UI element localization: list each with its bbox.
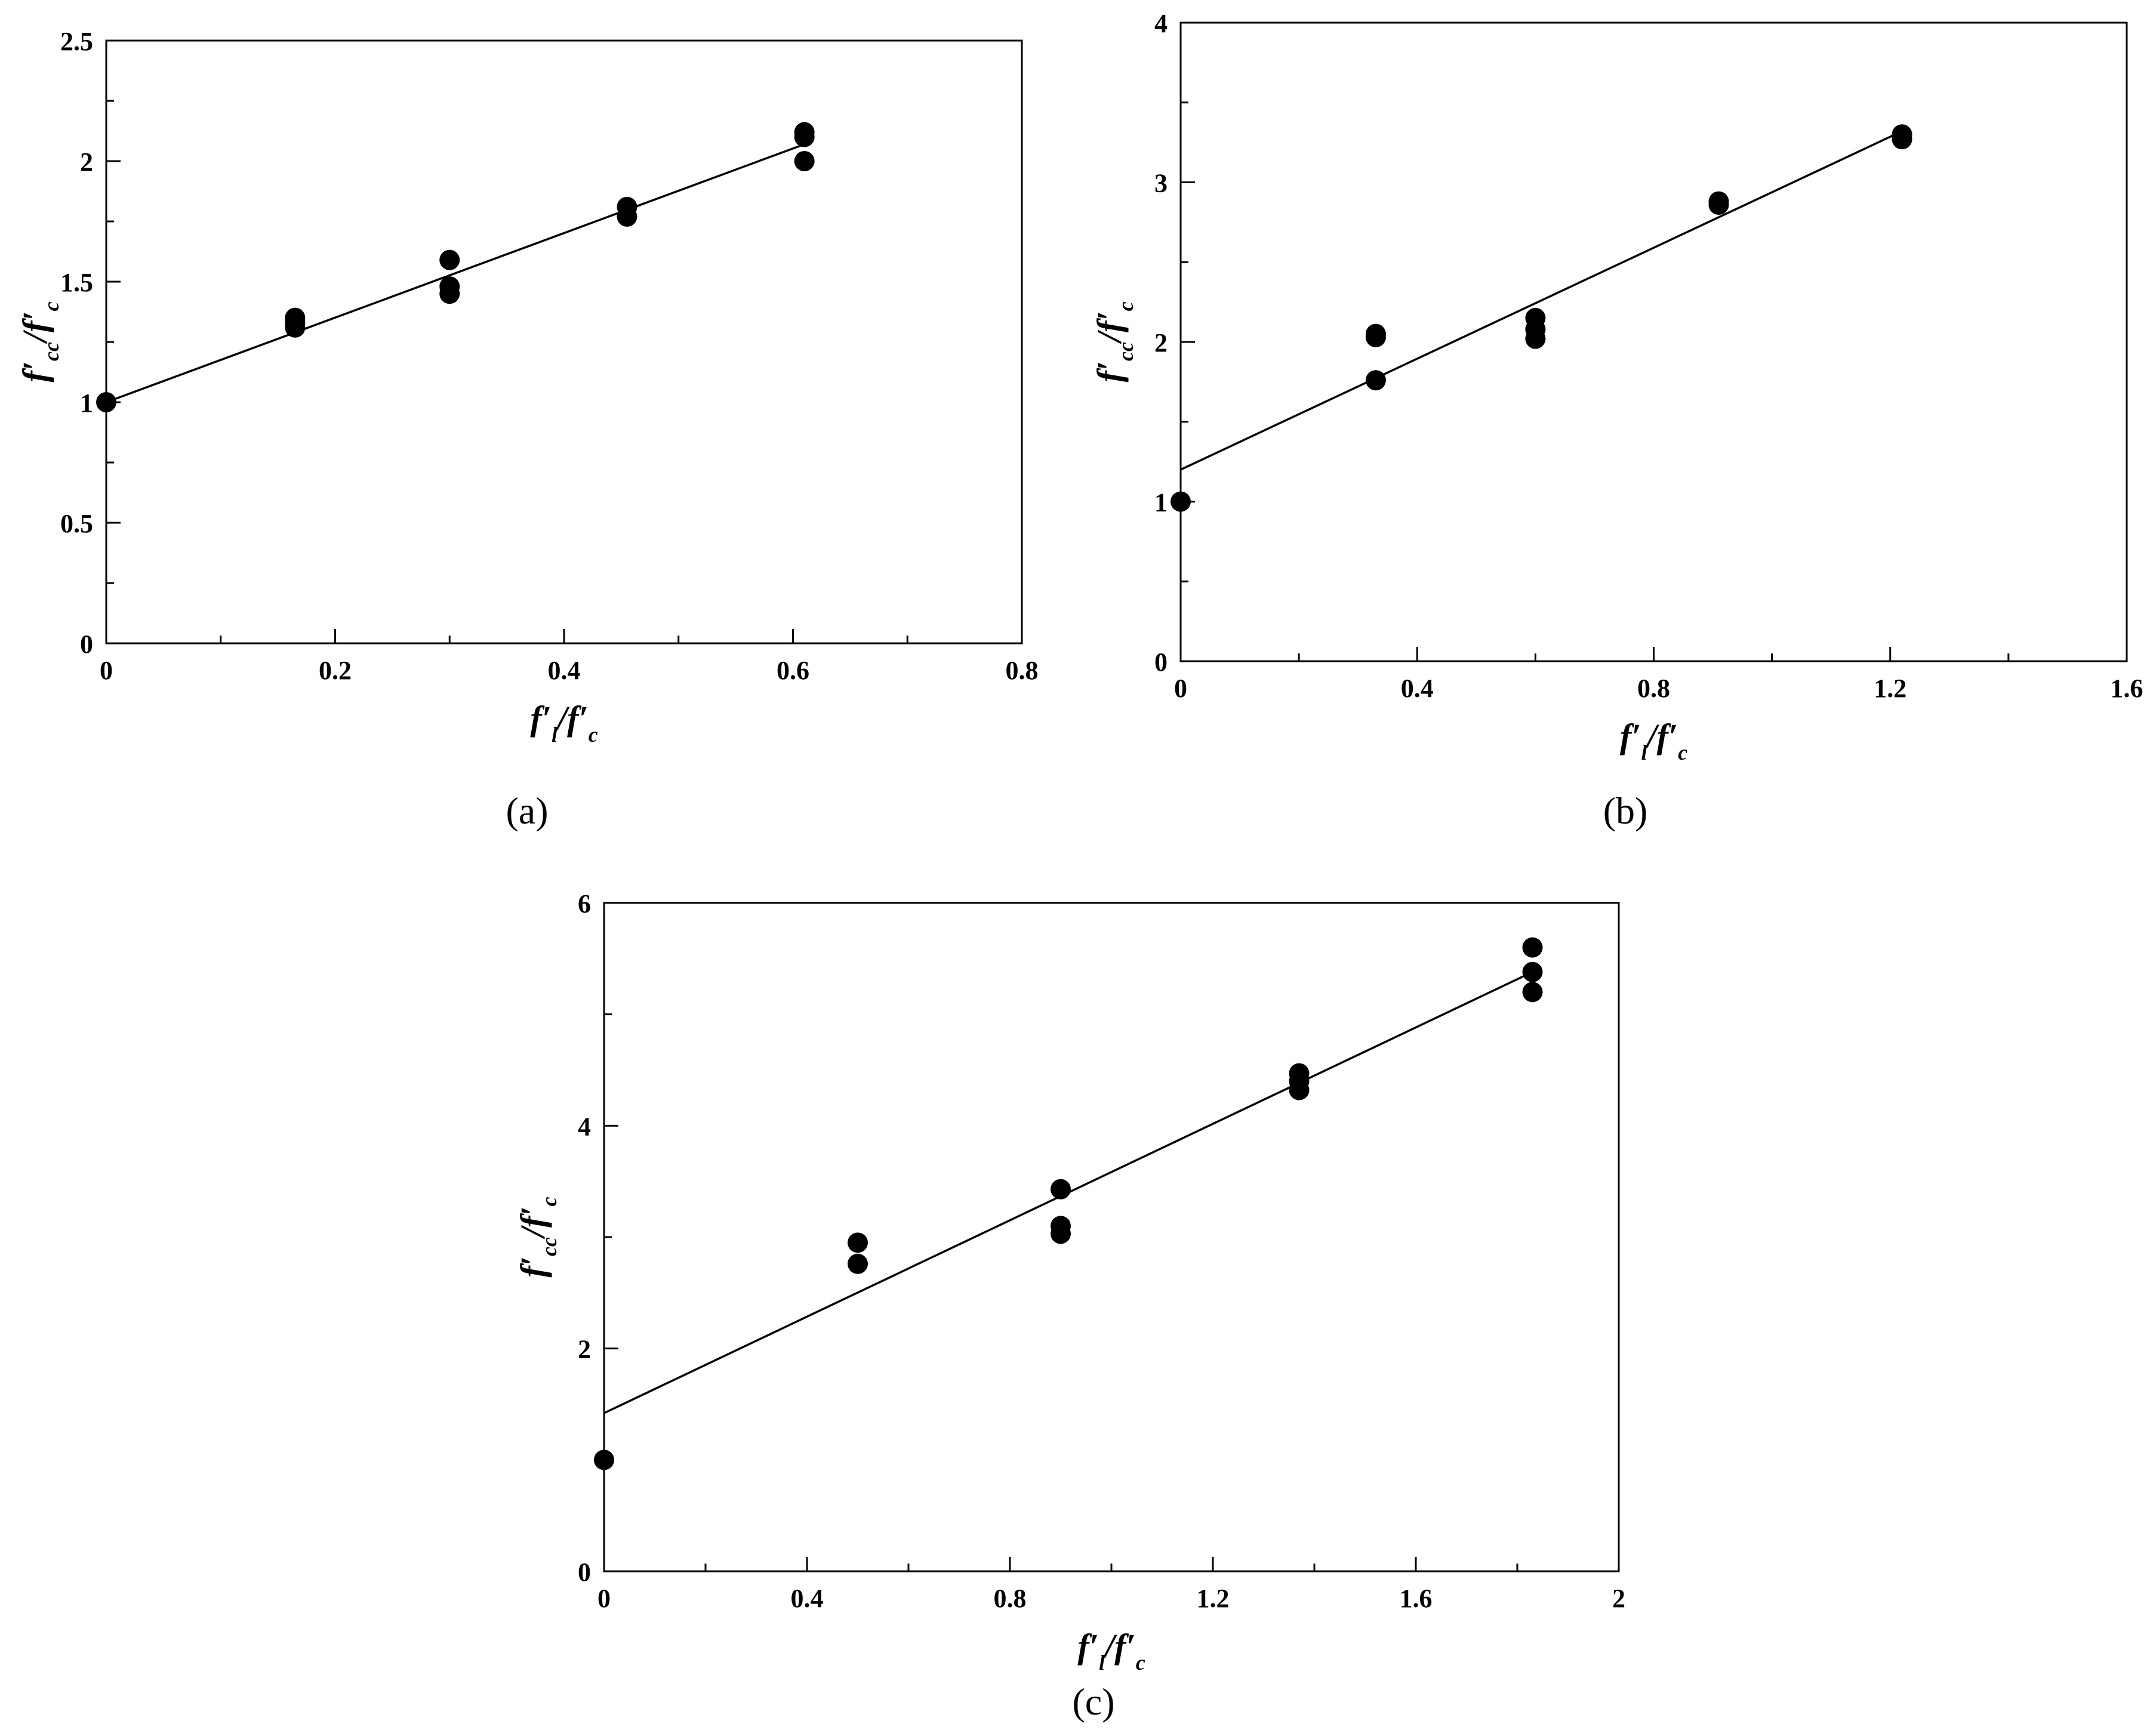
x-axis-label-sub2: c [1136,1651,1145,1675]
data-point [1051,1223,1071,1244]
panel-label: (c) [1072,1681,1114,1723]
x-axis-label: f′l/f′c [1620,717,1687,764]
data-point [439,249,460,270]
x-tick-label: 0.8 [1006,656,1039,685]
plot-frame [1179,21,2128,662]
data-point [617,206,637,227]
x-axis-label-main1: f′ [1620,717,1641,756]
data-point [848,1232,868,1253]
data-point [794,127,815,147]
x-axis-label-sub1: l [1099,1651,1105,1675]
y-axis-label-main1: f′ [1090,361,1129,383]
data-point [594,1450,614,1470]
panel-label: (b) [1603,790,1648,832]
x-tick-label: 0.8 [1637,674,1670,703]
x-tick-label: 0.4 [791,1584,824,1613]
data-point [1708,194,1729,215]
x-tick-label: 1.2 [1197,1584,1230,1613]
x-axis-label-main1: f′ [1077,1627,1099,1666]
x-tick-label: 1.6 [2111,674,2143,703]
chart-panel-a: 0 0.2 0.4 0.6 0.8 0 0.5 1 1.5 2 2.5 f′l/f′c f′cc/f′c… [16,27,1039,832]
x-axis-label-main2: f′ [1657,717,1678,756]
plot-frame [105,39,1023,645]
y-axis-label-main2: f′ [1090,311,1129,332]
data-point [848,1253,868,1274]
x-axis-label: f′l/f′c [530,699,597,747]
y-axis-label-sub2: c [39,301,63,311]
y-axis-label-sub1: cc [39,342,63,361]
data-point [1365,370,1386,391]
x-tick-label: 0.4 [1401,674,1434,703]
x-axis-label-sub1: l [552,723,557,747]
x-axis-label-main2: f′ [567,699,589,738]
data-point [1051,1179,1071,1200]
data-point [1289,1080,1310,1100]
x-axis-label-main2: f′ [1114,1627,1136,1666]
y-tick-label: 2 [1154,328,1168,357]
y-axis-label-main1: f′ [16,361,54,383]
y-tick-label: 4 [578,1112,591,1141]
x-axis-label-sub1: l [1641,741,1647,764]
y-tick-label: 0.5 [60,509,93,538]
y-tick-label: 1.5 [60,268,93,297]
x-tick-label: 1.6 [1400,1584,1433,1613]
y-axis-label-sub1: cc [1114,342,1138,361]
x-tick-label: 0.4 [548,656,581,685]
y-tick-label: 6 [578,889,591,918]
y-axis-label-sub2: c [1114,301,1138,311]
data-point [285,317,306,338]
x-tick-label: 0 [100,656,113,685]
x-axis-label: f′l/f′c [1077,1627,1145,1675]
fit-line [1180,130,1903,471]
y-tick-label: 0 [80,630,93,659]
y-tick-label: 4 [1154,9,1168,38]
x-tick-label: 0.2 [319,656,352,685]
x-tick-label: 0 [1174,674,1187,703]
x-tick-label: 1.2 [1874,674,1906,703]
y-axis-label-main2: f′ [16,311,54,332]
y-tick-label: 2 [80,147,93,177]
y-axis-label: f′cc/f′c [513,1197,561,1277]
x-axis-label-sub2: c [1678,741,1687,764]
data-point [1892,129,1912,150]
x-axis-label-main1: f′ [530,699,552,738]
data-point [1525,328,1546,349]
y-tick-label: 3 [1154,169,1168,198]
y-axis-label-sub2: c [537,1197,561,1206]
data-point [439,283,460,304]
y-tick-label: 1 [1154,488,1168,517]
x-tick-label: 2 [1612,1584,1625,1613]
data-point [1522,961,1543,982]
chart-panel-c: 0 0.4 0.8 1.2 1.6 2 0 2 4 6 f′l/f′c f′cc/f′c (c) [513,889,1625,1723]
y-tick-label: 2.5 [60,27,93,56]
y-axis-label-main2: f′ [513,1206,552,1228]
y-tick-label: 0 [1154,647,1168,677]
x-tick-label: 0 [597,1584,611,1613]
fit-line [106,143,805,403]
chart-panel-b: 0 0.4 0.8 1.2 1.6 0 1 2 3 4 f′l/f′c f′cc/f′c (b) [1090,9,2143,832]
y-axis-label: f′cc/f′c [1090,301,1138,382]
x-axis-label-sub2: c [589,723,598,747]
data-point [96,392,116,412]
x-tick-label: 0.6 [777,656,809,685]
data-point [1522,982,1543,1003]
data-point [1365,326,1386,347]
y-axis-label-sub1: cc [537,1237,561,1256]
y-axis-label-main1: f′ [513,1256,552,1278]
data-point [794,151,815,171]
data-point [1522,937,1543,958]
y-axis-label: f′cc/f′c [16,301,63,382]
data-point [1171,491,1191,512]
y-tick-label: 0 [578,1558,591,1587]
y-tick-label: 1 [80,388,93,418]
panel-label: (a) [506,790,548,832]
x-tick-label: 0.8 [994,1584,1027,1613]
y-tick-label: 2 [578,1335,591,1364]
